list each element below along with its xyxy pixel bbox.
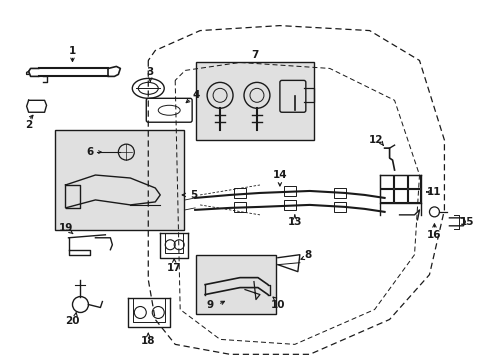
FancyBboxPatch shape (196, 255, 275, 315)
Text: 4: 4 (192, 90, 200, 100)
Text: 17: 17 (166, 263, 181, 273)
FancyBboxPatch shape (379, 189, 392, 202)
Text: 7: 7 (251, 50, 258, 60)
FancyBboxPatch shape (379, 175, 392, 188)
Text: 14: 14 (272, 170, 286, 180)
Text: 11: 11 (427, 187, 441, 197)
FancyBboxPatch shape (333, 202, 345, 212)
FancyBboxPatch shape (393, 189, 406, 202)
Text: 19: 19 (58, 223, 73, 233)
Text: 18: 18 (141, 336, 155, 346)
Text: 15: 15 (459, 217, 474, 227)
Text: 12: 12 (367, 135, 382, 145)
Text: 8: 8 (304, 250, 311, 260)
Text: 20: 20 (65, 316, 80, 327)
FancyBboxPatch shape (234, 188, 245, 198)
Text: 6: 6 (87, 147, 94, 157)
Text: 16: 16 (427, 230, 441, 240)
Text: 1: 1 (69, 45, 76, 55)
FancyBboxPatch shape (393, 175, 406, 188)
FancyBboxPatch shape (333, 188, 345, 198)
FancyBboxPatch shape (234, 202, 245, 212)
Text: 3: 3 (146, 67, 154, 77)
FancyBboxPatch shape (284, 200, 295, 210)
Text: 5: 5 (190, 190, 197, 200)
FancyBboxPatch shape (284, 186, 295, 196)
FancyBboxPatch shape (407, 189, 420, 202)
Text: 13: 13 (287, 217, 302, 227)
FancyBboxPatch shape (55, 130, 184, 230)
Text: 10: 10 (270, 300, 285, 310)
Text: 9: 9 (206, 300, 213, 310)
FancyBboxPatch shape (196, 62, 313, 140)
Text: 2: 2 (25, 120, 32, 130)
FancyBboxPatch shape (407, 175, 420, 188)
